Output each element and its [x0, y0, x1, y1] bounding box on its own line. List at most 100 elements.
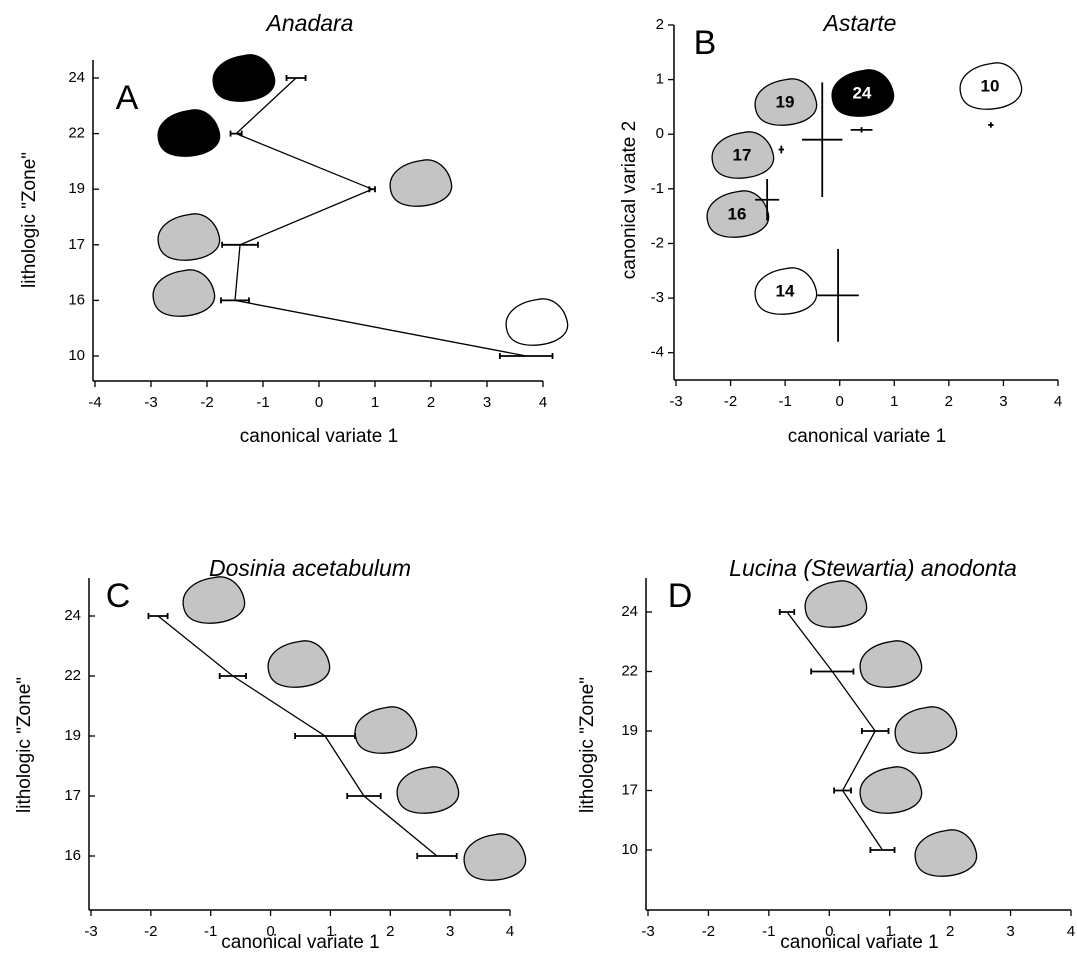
error-bar: [368, 186, 376, 193]
x-tick-label: -1: [204, 923, 217, 940]
error-bar: [833, 787, 852, 794]
y-axis-label: lithologic "Zone": [577, 677, 598, 813]
shell-icon: [505, 298, 569, 346]
y-tick-label: 24: [621, 603, 638, 620]
x-tick-label: 4: [1067, 923, 1075, 940]
chart-title: Dosinia acetabulum: [209, 555, 411, 581]
x-tick-label: -3: [669, 393, 682, 410]
x-tick-label: 1: [886, 923, 894, 940]
x-tick-label: 4: [1054, 393, 1062, 410]
y-axis-label: lithologic "Zone": [14, 677, 35, 813]
error-bar: [294, 733, 356, 739]
chart-title: Anadara: [265, 10, 354, 36]
error-bar: [416, 853, 458, 859]
x-tick-label: 1: [326, 923, 334, 940]
panel-label: A: [116, 79, 139, 117]
x-tick-label: 2: [386, 923, 394, 940]
y-tick-label: 1: [656, 71, 664, 88]
x-tick-label: -3: [84, 923, 97, 940]
chart-title: Lucina (Stewartia) anodonta: [729, 555, 1017, 581]
y-tick-label: 2: [656, 16, 664, 33]
shell-icon: [754, 267, 818, 315]
shell-icon: [754, 78, 818, 126]
point-label: 19: [776, 92, 795, 111]
x-tick-label: -2: [724, 393, 737, 410]
shell-icon: [267, 640, 331, 688]
panel-label: C: [106, 577, 131, 615]
point-label: 17: [733, 145, 752, 164]
shell-icon: [396, 766, 460, 814]
x-axis-label: canonical variate 1: [240, 426, 398, 447]
y-tick-label: -4: [651, 344, 664, 361]
y-tick-label: 22: [621, 662, 638, 679]
error-bar: [218, 673, 247, 679]
error-bar: [285, 75, 307, 81]
shell-icon: [859, 766, 923, 814]
y-tick-label: 17: [68, 236, 85, 253]
panel-label: D: [668, 577, 693, 615]
shell-icon: [831, 69, 895, 117]
y-tick-label: 16: [64, 847, 81, 864]
point-label: 10: [981, 76, 1000, 95]
error-bar: [861, 728, 890, 734]
trend-line: [234, 77, 527, 357]
x-tick-label: 3: [483, 394, 491, 411]
shell-icon: [711, 131, 775, 179]
x-tick-label: 3: [1006, 923, 1014, 940]
x-tick-label: -1: [256, 394, 269, 411]
shell-icon: [152, 269, 216, 317]
shell-icon: [182, 576, 246, 624]
y-tick-label: 16: [68, 291, 85, 308]
shell-icon: [389, 159, 453, 207]
x-tick-label: 0: [825, 923, 833, 940]
y-tick-label: -2: [651, 234, 664, 251]
x-tick-label: -3: [144, 394, 157, 411]
x-tick-label: -1: [778, 393, 791, 410]
y-tick-label: 24: [64, 607, 81, 624]
point-label: 16: [728, 204, 747, 223]
x-tick-label: -3: [641, 923, 654, 940]
x-tick-label: 2: [427, 394, 435, 411]
shell-icon: [706, 190, 770, 238]
x-tick-label: 4: [506, 923, 514, 940]
y-axis-label: lithologic "Zone": [19, 152, 40, 288]
y-tick-label: 19: [64, 727, 81, 744]
shell-icon: [157, 213, 221, 261]
panel-label: B: [694, 24, 717, 62]
y-tick-label: 19: [621, 722, 638, 739]
x-tick-label: 1: [371, 394, 379, 411]
error-bar: [778, 609, 796, 615]
y-tick-label: 17: [621, 781, 638, 798]
point-label: 24: [853, 83, 872, 102]
x-axis-label: canonical variate 1: [788, 426, 946, 447]
x-tick-label: 3: [446, 923, 454, 940]
y-tick-label: 17: [64, 787, 81, 804]
shell-icon: [354, 706, 418, 754]
y-tick-label: 10: [621, 841, 638, 858]
y-tick-label: 22: [64, 667, 81, 684]
error-bar: [810, 668, 855, 675]
error-bar: [346, 793, 382, 799]
shell-icon: [804, 580, 868, 628]
point-label: 14: [776, 281, 795, 300]
x-tick-label: 0: [315, 394, 323, 411]
x-tick-label: 3: [999, 393, 1007, 410]
x-tick-label: 0: [266, 923, 274, 940]
shell-icon: [157, 109, 221, 157]
y-tick-label: 19: [68, 180, 85, 197]
error-bar: [229, 130, 243, 137]
x-tick-label: -2: [702, 923, 715, 940]
x-tick-label: 2: [946, 923, 954, 940]
y-tick-label: -3: [651, 289, 664, 306]
error-bar: [498, 353, 554, 359]
x-tick-label: 0: [836, 393, 844, 410]
error-bar: [221, 241, 259, 248]
error-bar: [147, 613, 169, 619]
x-tick-label: -2: [144, 923, 157, 940]
shell-icon: [959, 62, 1023, 110]
error-bar: [869, 847, 896, 853]
x-axis-label: canonical variate 1: [780, 932, 938, 953]
x-axis-label: canonical variate 1: [221, 932, 379, 953]
y-axis-label: canonical variate 2: [619, 121, 640, 279]
